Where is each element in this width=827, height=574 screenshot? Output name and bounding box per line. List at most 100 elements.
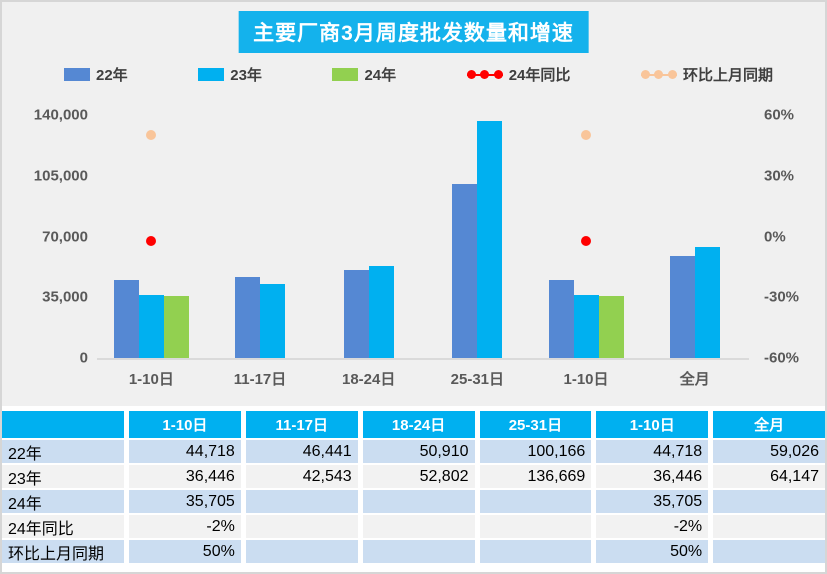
bar-23年 (694, 246, 720, 358)
table-cell (362, 540, 475, 563)
table-cell (362, 515, 475, 538)
left-axis-tick: 105,000 (33, 167, 88, 185)
left-axis-tick: 35,000 (42, 288, 88, 306)
legend-label: 22年 (96, 67, 128, 84)
legend-item: 22年 (64, 64, 128, 85)
left-axis-tick: 70,000 (42, 228, 88, 245)
table-cell: -2% (596, 515, 709, 538)
legend-dotline-icon (466, 70, 503, 79)
bar-23年 (368, 266, 394, 358)
x-axis-labels: 1-10日 11-17日 18-24日 25-31日 1-10日 全月 (97, 368, 749, 389)
table-cell: 50,910 (362, 440, 475, 463)
legend-swatch-icon (332, 68, 359, 81)
plot-area (97, 115, 749, 360)
bar-22年 (548, 280, 574, 358)
legend-label: 24年同比 (508, 67, 571, 84)
point-24年同比 (581, 235, 592, 246)
table-cell (713, 515, 825, 538)
legend-item: 24年同比 (466, 64, 571, 85)
table-cell (245, 515, 358, 538)
x-axis-label: 25-31日 (450, 371, 505, 388)
table-cell: 50% (129, 540, 241, 563)
table-cell: 35,705 (129, 490, 241, 513)
legend-item: 环比上月同期 (640, 64, 773, 85)
table-row-label: 22年 (2, 440, 124, 463)
bar-24年 (163, 296, 189, 358)
point-环比上月同期 (146, 130, 157, 141)
data-table: 1-10日 11-17日 18-24日 25-31日 1-10日 全月 22年 44,718 4… (2, 411, 825, 563)
chart-section: 主要厂商3月周度批发数量和增速 22年 23年 24年 24年同比 环比上月同期 140… (2, 2, 825, 406)
table-row-label: 环比上月同期 (2, 540, 124, 563)
bar-group (314, 115, 423, 358)
right-axis-tick: -60% (764, 349, 800, 367)
legend-dotline-icon (640, 70, 677, 79)
table-cell: 59,026 (713, 440, 825, 463)
table-row-label: 24年 (2, 490, 124, 513)
bar-group (423, 115, 532, 358)
legend-dot (480, 70, 490, 79)
legend-dot (654, 70, 664, 79)
legend-label: 24年 (364, 67, 397, 84)
chart-legend: 22年 23年 24年 24年同比 环比上月同期 (64, 64, 773, 85)
bar-23年 (260, 284, 285, 358)
left-axis-tick: 0 (79, 349, 88, 367)
legend-label: 环比上月同期 (682, 67, 773, 84)
legend-dot (466, 70, 476, 79)
table-cell: 136,669 (479, 465, 592, 488)
table-cell (362, 490, 475, 513)
table-header-cell: 11-17日 (245, 411, 358, 438)
data-table-section: 1-10日 11-17日 18-24日 25-31日 1-10日 全月 22年 44,718 4… (2, 406, 825, 563)
table-cell: 100,166 (479, 440, 592, 463)
x-axis-label: 1-10日 (563, 371, 609, 388)
x-axis-label: 全月 (679, 371, 710, 388)
bar-23年 (573, 294, 599, 358)
bar-group (206, 115, 315, 358)
table-cell (479, 490, 592, 513)
table-cell: 44,718 (596, 440, 709, 463)
legend-item: 24年 (332, 64, 396, 85)
table-cell (245, 540, 358, 563)
x-axis-label: 11-17日 (233, 371, 287, 388)
table-cell (713, 490, 825, 513)
table-cell: 50% (596, 540, 709, 563)
table-cell: 46,441 (245, 440, 358, 463)
bar-24年 (598, 296, 624, 358)
legend-swatch-icon (198, 68, 225, 81)
table-cell: 36,446 (596, 465, 709, 488)
bar-22年 (235, 277, 260, 358)
bar-22年 (343, 269, 369, 358)
right-axis-tick: 0% (764, 228, 786, 245)
bar-group (97, 115, 206, 358)
legend-dot (493, 70, 503, 79)
table-cell (713, 540, 825, 563)
table-header-cell: 25-31日 (479, 411, 592, 438)
legend-label: 23年 (230, 67, 262, 84)
table-cell (479, 540, 592, 563)
point-24年同比 (146, 235, 157, 246)
table-cell: 35,705 (596, 490, 709, 513)
legend-item: 23年 (198, 64, 262, 85)
table-cell: 36,446 (129, 465, 241, 488)
table-header-cell: 全月 (713, 411, 825, 438)
left-axis: 140,000 105,000 70,000 35,000 0 (2, 107, 88, 367)
table-cell: 42,543 (245, 465, 358, 488)
table-row-label: 23年 (2, 465, 124, 488)
right-axis: 60% 30% 0% -30% -60% (764, 107, 824, 367)
bar-23年 (138, 294, 164, 358)
bar-22年 (669, 255, 695, 358)
x-axis-label: 1-10日 (128, 371, 174, 388)
table-cell: 52,802 (362, 465, 475, 488)
bar-group (532, 115, 641, 358)
x-axis-label: 18-24日 (341, 371, 396, 388)
table-cell: -2% (129, 515, 241, 538)
legend-dot (667, 70, 677, 79)
legend-swatch-icon (64, 68, 90, 81)
right-axis-tick: -30% (764, 288, 800, 306)
point-环比上月同期 (581, 130, 592, 141)
table-header-cell: 18-24日 (362, 411, 475, 438)
left-axis-tick: 140,000 (33, 106, 88, 124)
bar-group (640, 115, 749, 358)
bar-22年 (452, 184, 478, 358)
table-cell: 64,147 (713, 465, 825, 488)
